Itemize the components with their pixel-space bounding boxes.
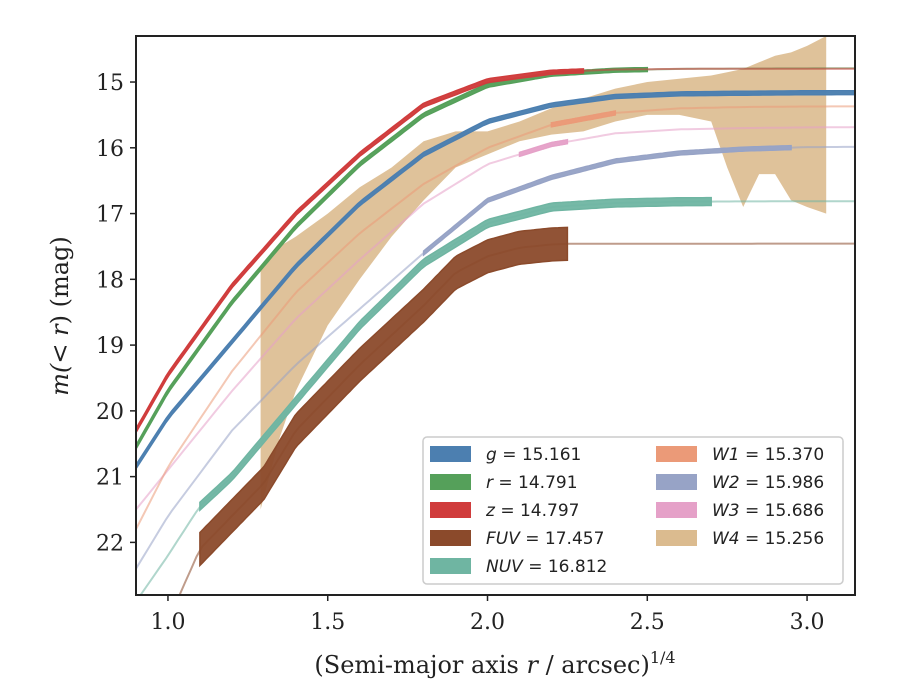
x-tick-label: 2.0 — [470, 610, 505, 635]
legend-label-fuv: FUV = 17.457 — [486, 529, 604, 549]
legend-label-z: z = 14.797 — [485, 501, 579, 521]
legend: g = 15.161 r = 14.791 z = 14.797 FUV = 17.4… — [422, 436, 844, 585]
x-axis-label: (Semi-major axis r / arcsec)1/4 — [314, 648, 675, 679]
y-tick-label: 15 — [96, 71, 124, 96]
series-g-profile — [136, 89, 855, 471]
legend-swatch-z — [430, 502, 471, 518]
plot-frame — [135, 35, 856, 596]
legend-frame — [422, 436, 844, 585]
legend-swatch-r — [430, 474, 471, 490]
y-tick-label: 22 — [96, 531, 124, 556]
y-tick-label: 18 — [96, 268, 124, 293]
x-tick-label: 1.5 — [310, 610, 345, 635]
series-w3-profile — [518, 138, 569, 158]
legend-label-w2: W2 = 15.986 — [712, 473, 824, 493]
y-axis-label: m(< r) (mag) — [46, 236, 74, 396]
legend-label-w4: W4 = 15.256 — [712, 529, 824, 549]
legend-label-nuv: NUV = 16.812 — [486, 557, 607, 577]
series-nuv-profile — [199, 196, 712, 512]
legend-items: g = 15.161 r = 14.791 z = 14.797 FUV = 17.4… — [430, 445, 824, 577]
legend-label-w3: W3 = 15.686 — [712, 501, 824, 521]
series-z-profile — [136, 68, 585, 435]
y-tick-label: 20 — [96, 400, 124, 425]
y-tick-label: 16 — [96, 137, 124, 162]
series-w3-extrapolation — [136, 126, 855, 511]
series-w2-profile — [422, 144, 792, 257]
legend-label-r: r = 14.791 — [486, 473, 578, 493]
series-layer — [136, 36, 855, 595]
y-tick-label: 21 — [96, 466, 124, 491]
x-tick-label: 1.0 — [150, 610, 185, 635]
legend-swatch-fuv — [430, 530, 471, 546]
legend-swatch-w4 — [656, 530, 697, 546]
legend-label-g: g = 15.161 — [486, 445, 581, 465]
legend-label-w1: W1 = 15.370 — [712, 445, 824, 465]
series-w1-extrapolation — [136, 105, 855, 530]
legend-swatch-w1 — [656, 446, 697, 462]
legend-swatch-g — [430, 446, 471, 462]
series-w4-band — [260, 36, 827, 510]
series-r-profile — [136, 66, 649, 451]
series-w1-profile — [550, 110, 617, 128]
legend-swatch-w2 — [656, 474, 697, 490]
legend-swatch-nuv — [430, 558, 471, 574]
x-tick-label: 3.0 — [790, 610, 825, 635]
series-fuv-profile — [199, 226, 569, 568]
legend-swatch-w3 — [656, 502, 697, 518]
y-tick-label: 17 — [96, 203, 124, 228]
y-tick-label: 19 — [96, 334, 124, 359]
x-tick-label: 2.5 — [630, 610, 665, 635]
ticks-layer: 1.0 1.5 2.0 2.5 3.0 15 16 17 18 19 20 21 22 — [96, 71, 825, 635]
